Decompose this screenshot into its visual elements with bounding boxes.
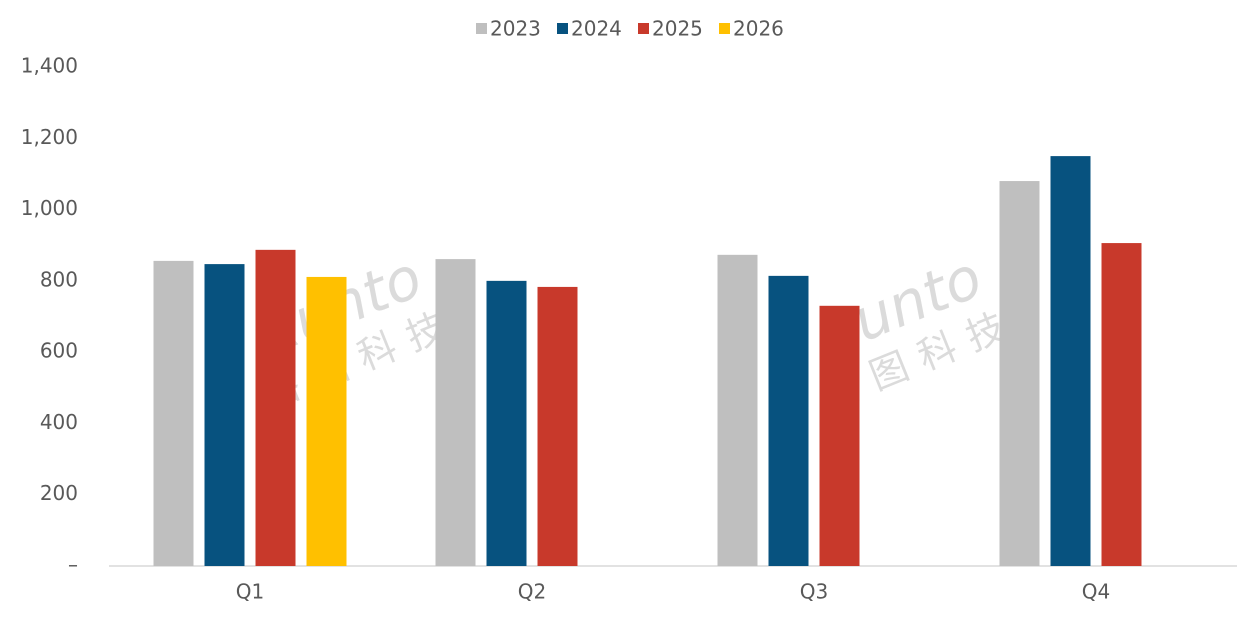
x-tick-label: Q1 (236, 580, 264, 604)
legend-swatch (638, 23, 649, 34)
bar (819, 305, 860, 566)
y-tick-label: 1,200 (21, 125, 78, 149)
y-tick-label: 200 (40, 481, 78, 505)
y-tick-label: 800 (40, 267, 78, 291)
x-tick-label: Q2 (518, 580, 546, 604)
bar (999, 181, 1040, 567)
bar (204, 264, 245, 566)
bar (255, 249, 296, 567)
legend-label: 2025 (652, 17, 703, 41)
bar (717, 254, 758, 566)
x-tick-label: Q3 (800, 580, 828, 604)
bar (435, 259, 476, 566)
legend-label: 2026 (733, 17, 784, 41)
bar (1050, 156, 1091, 566)
bar (486, 280, 527, 566)
y-tick-label: 1,000 (21, 196, 78, 220)
legend-label: 2023 (490, 17, 541, 41)
bar (1101, 243, 1142, 566)
bar (153, 260, 194, 566)
bar (306, 276, 347, 566)
x-tick-label: Q4 (1082, 580, 1110, 604)
legend-swatch (476, 23, 487, 34)
bar (537, 286, 578, 566)
legend-label: 2024 (571, 17, 622, 41)
legend-swatch (719, 23, 730, 34)
y-tick-label: 600 (40, 339, 78, 363)
y-tick-label: 1,400 (21, 54, 78, 78)
bar (768, 275, 809, 566)
y-tick-label: – (68, 553, 78, 577)
y-tick-label: 400 (40, 410, 78, 434)
legend-swatch (557, 23, 568, 34)
